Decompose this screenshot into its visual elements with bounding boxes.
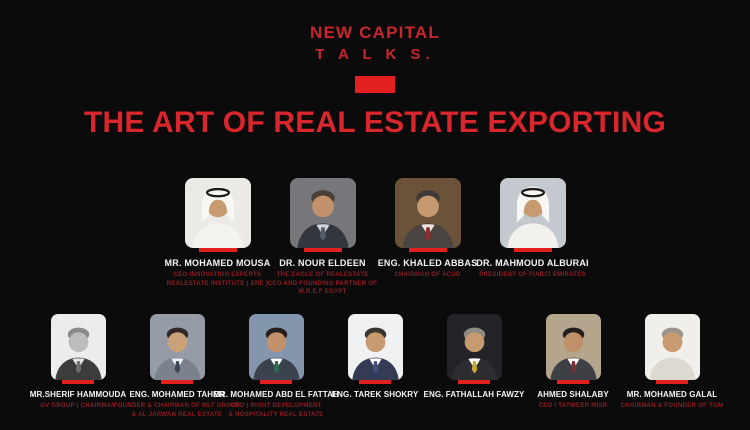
brand-line1: NEW CAPITAL xyxy=(310,23,440,42)
person-avatar-icon xyxy=(252,327,300,381)
speaker-photo xyxy=(347,314,403,381)
speaker-title: GV GROUP | CHAIRMAN xyxy=(40,402,116,411)
speaker-photo xyxy=(499,178,566,249)
speaker-title-line: CEO AND FOUNDING PARTNER OF xyxy=(267,280,378,287)
person-avatar-icon xyxy=(351,327,399,381)
speaker-card: MR. MOHAMED ABD EL FATTAH CEO | RIGHT DE… xyxy=(213,314,339,419)
speaker-photo xyxy=(149,314,205,381)
speaker-name: DR. NOUR ELDEEN xyxy=(279,258,366,269)
person-avatar-icon xyxy=(401,190,454,249)
speaker-card: AHMED SHALABY CEO / TATWEER MISR xyxy=(524,314,623,411)
speaker-title-line: CEO | RIGHT DEVELOPMENT xyxy=(230,403,322,410)
event-title: THE ART OF REAL ESTATE EXPORTING xyxy=(84,106,666,140)
photo-red-tab-icon xyxy=(198,248,237,253)
photo-red-tab-icon xyxy=(656,380,688,385)
speaker-photo xyxy=(644,314,700,381)
speaker-title: CHAIRMAN & FOUNDER OF TGM xyxy=(621,402,724,411)
speaker-card: ENG. MOHAMED TAHER FOUNDER & CHAIRMAN OF… xyxy=(114,314,240,419)
speaker-name: AHMED SHALABY xyxy=(537,390,609,400)
speaker-card: DR. NOUR ELDEEN THE EAGLE OF REALESTATE C… xyxy=(268,178,377,297)
speaker-photo xyxy=(248,314,304,381)
speaker-photo xyxy=(545,314,601,381)
speaker-name: ENG. KHALED ABBAS xyxy=(377,258,478,269)
speaker-name: MR. MOHAMED MOUSA xyxy=(164,258,271,269)
photo-red-tab-icon xyxy=(458,380,490,385)
speaker-title-line: GV GROUP | CHAIRMAN xyxy=(40,403,116,410)
speaker-title-line: REALESTATE INSTITUTE ( ERE ) xyxy=(166,280,269,287)
brand-line2: T A L K S. xyxy=(315,45,435,63)
person-avatar-icon xyxy=(153,327,201,381)
speaker-title-line: FOUNDER & CHAIRMAN OF MLT GROUP xyxy=(113,403,241,410)
speaker-title-line: CEO INNOVATION EXPERTS xyxy=(173,272,262,279)
photo-red-tab-icon xyxy=(303,248,342,253)
speaker-name: ENG. MOHAMED TAHER xyxy=(129,390,225,400)
speaker-card: ENG. KHALED ABBAS CHAIRMAN OF ACUD xyxy=(375,178,480,280)
speakers-row-1: MR. MOHAMED MOUSA CEO INNOVATION EXPERTS… xyxy=(0,178,750,298)
speaker-title: THE EAGLE OF REALESTATE CEO AND FOUNDING … xyxy=(268,271,377,297)
speaker-name: MR. MOHAMED GALAL xyxy=(626,390,718,400)
speaker-title: PRESIDENT OF FIABCI EMIRATES xyxy=(479,271,586,280)
speakers-row-2: MR.SHERIF HAMMOUDA GV GROUP | CHAIRMAN E… xyxy=(0,314,750,419)
speaker-title: CHAIRMAN OF ACUD xyxy=(394,271,460,280)
photo-red-tab-icon xyxy=(408,248,447,253)
speaker-name: ENG. FATHALLAH FAWZY xyxy=(423,390,525,400)
speaker-photo xyxy=(446,314,502,381)
speaker-title-line: CEO / TATWEER MISR xyxy=(538,403,608,410)
brand-red-block-icon xyxy=(355,76,395,94)
speaker-name: ENG. TAREK SHOKRY xyxy=(331,390,419,400)
speaker-name: DR. MAHMOUD ALBURAI xyxy=(476,258,589,269)
speaker-photo xyxy=(394,178,461,249)
speaker-photo xyxy=(289,178,356,249)
photo-red-tab-icon xyxy=(62,380,94,385)
brand-logo: NEW CAPITAL T A L K S. xyxy=(0,0,750,94)
photo-red-tab-icon xyxy=(260,380,292,385)
photo-red-tab-icon xyxy=(513,248,552,253)
photo-red-tab-icon xyxy=(359,380,391,385)
speaker-card: ENG. TAREK SHOKRY xyxy=(326,314,425,402)
person-avatar-icon xyxy=(54,327,102,381)
speaker-card: MR.SHERIF HAMMOUDA GV GROUP | CHAIRMAN xyxy=(29,314,128,411)
speaker-title: FOUNDER & CHAIRMAN OF MLT GROUP & AL JARW… xyxy=(114,402,241,419)
speaker-title: CEO INNOVATION EXPERTS REALESTATE INSTITU… xyxy=(167,271,269,288)
speaker-title-line: THE EAGLE OF REALESTATE xyxy=(276,272,369,279)
speaker-photo xyxy=(184,178,251,249)
speaker-card: DR. MAHMOUD ALBURAI PRESIDENT OF FIABCI … xyxy=(476,178,589,280)
speaker-title-line: & HOSPITALITY REAL ESTATE xyxy=(228,411,324,418)
speaker-title-line: CHAIRMAN & FOUNDER OF TGM xyxy=(620,403,724,410)
speaker-title-line: W.R.E.F EGYPT xyxy=(298,289,347,296)
speaker-name: MR.SHERIF HAMMOUDA xyxy=(29,390,127,400)
speaker-title: CEO / TATWEER MISR xyxy=(539,402,608,411)
speaker-title-line: CHAIRMAN OF ACUD xyxy=(394,272,461,279)
speaker-card: MR. MOHAMED GALAL CHAIRMAN & FOUNDER OF … xyxy=(621,314,724,411)
photo-red-tab-icon xyxy=(557,380,589,385)
speaker-card: MR. MOHAMED MOUSA CEO INNOVATION EXPERTS… xyxy=(165,178,270,288)
speaker-name: MR. MOHAMED ABD EL FATTAH xyxy=(213,390,339,400)
speaker-title: CEO | RIGHT DEVELOPMENT & HOSPITALITY REA… xyxy=(229,402,324,419)
person-avatar-icon xyxy=(450,327,498,381)
speaker-photo xyxy=(50,314,106,381)
person-avatar-icon xyxy=(648,327,696,381)
person-avatar-icon xyxy=(191,186,244,249)
person-avatar-icon xyxy=(549,327,597,381)
speaker-title-line: & AL JARWAN REAL ESTATE xyxy=(131,411,223,418)
person-avatar-icon xyxy=(506,186,559,249)
speaker-card: ENG. FATHALLAH FAWZY xyxy=(423,314,525,402)
person-avatar-icon xyxy=(296,190,349,249)
photo-red-tab-icon xyxy=(161,380,193,385)
speaker-title-line: PRESIDENT OF FIABCI EMIRATES xyxy=(479,272,586,279)
